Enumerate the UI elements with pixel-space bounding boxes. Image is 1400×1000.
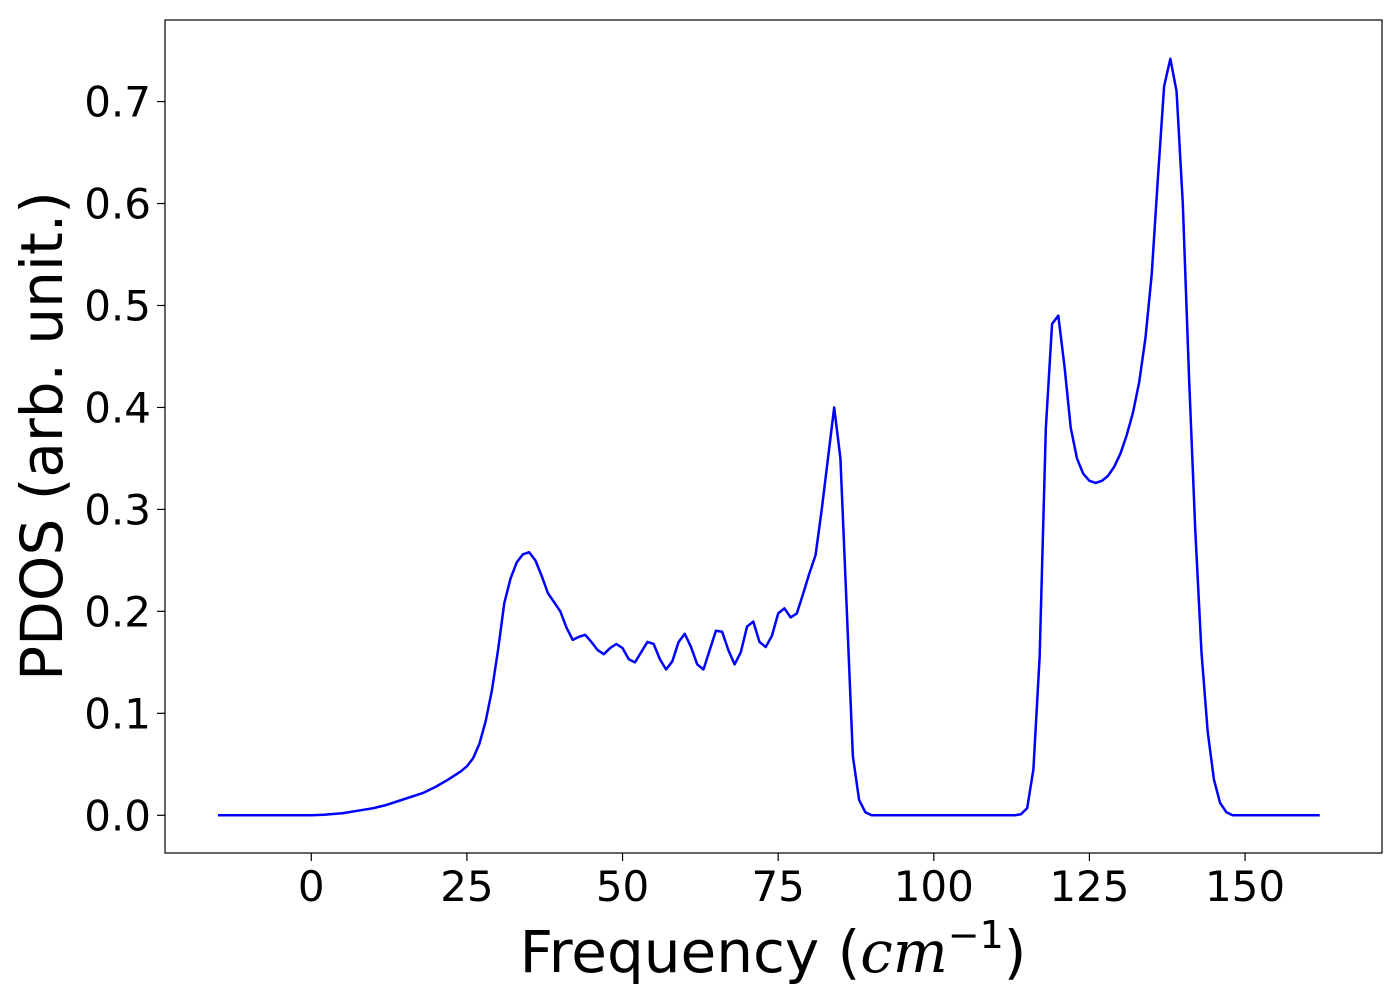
y-axis-label: PDOS (arb. unit.) (8, 191, 76, 681)
x-axis-label-prefix: Frequency ( (520, 918, 861, 986)
x-axis-label-math: cm (860, 918, 947, 986)
x-axis-label-superscript: −1 (948, 913, 1004, 957)
y-tick-label: 0.1 (84, 689, 151, 738)
y-tick-label: 0.6 (84, 180, 151, 229)
x-tick-label: 50 (596, 862, 649, 911)
plot-background (165, 20, 1382, 853)
x-tick-label: 150 (1205, 862, 1285, 911)
x-axis-label-suffix: ) (1004, 918, 1027, 986)
y-tick-label: 0.7 (84, 78, 151, 127)
y-tick-label: 0.0 (84, 791, 151, 840)
y-tick-label: 0.3 (84, 485, 151, 534)
y-axis-ticks: 0.0 0.1 0.2 0.3 0.4 0.5 0.6 0.7 (84, 78, 165, 840)
y-tick-label: 0.4 (84, 383, 151, 432)
x-tick-label: 0 (298, 862, 325, 911)
x-axis-label: Frequency (cm−1) (520, 913, 1027, 986)
x-tick-label: 125 (1049, 862, 1129, 911)
y-tick-label: 0.2 (84, 587, 151, 636)
x-tick-label: 25 (440, 862, 493, 911)
x-axis-ticks: 0 25 50 75 100 125 150 (298, 853, 1285, 911)
x-tick-label: 100 (894, 862, 974, 911)
y-tick-label: 0.5 (84, 281, 151, 330)
plot-frame (164, 19, 1383, 854)
pdos-series-line (217, 57, 1320, 817)
x-tick-label: 75 (751, 862, 804, 911)
